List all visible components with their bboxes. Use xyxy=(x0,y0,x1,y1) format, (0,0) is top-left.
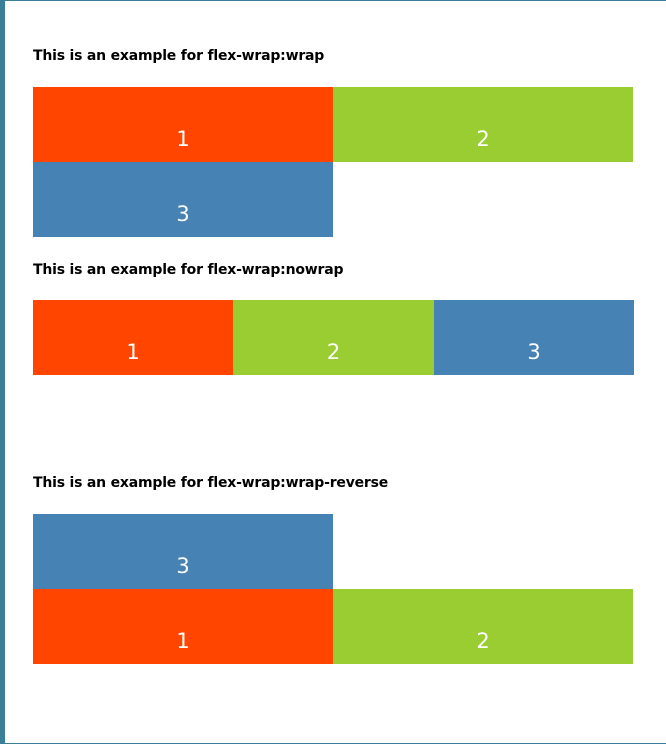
nowrap-example-heading: This is an example for flex-wrap:nowrap xyxy=(33,262,344,278)
nowrap-item-1: 1 xyxy=(33,300,233,375)
wrap-reverse-item-3: 3 xyxy=(33,514,333,589)
nowrap-item-3: 3 xyxy=(434,300,634,375)
wrap-item-1: 1 xyxy=(33,87,333,162)
wrap-reverse-item-1: 1 xyxy=(33,589,333,664)
wrap-example-heading: This is an example for flex-wrap:wrap xyxy=(33,48,325,64)
wrap-item-2: 2 xyxy=(333,87,633,162)
wrap-reverse-item-2: 2 xyxy=(333,589,633,664)
nowrap-item-2: 2 xyxy=(233,300,434,375)
wrap-item-3: 3 xyxy=(33,162,333,237)
wrap-reverse-example-heading: This is an example for flex-wrap:wrap-re… xyxy=(33,475,389,491)
